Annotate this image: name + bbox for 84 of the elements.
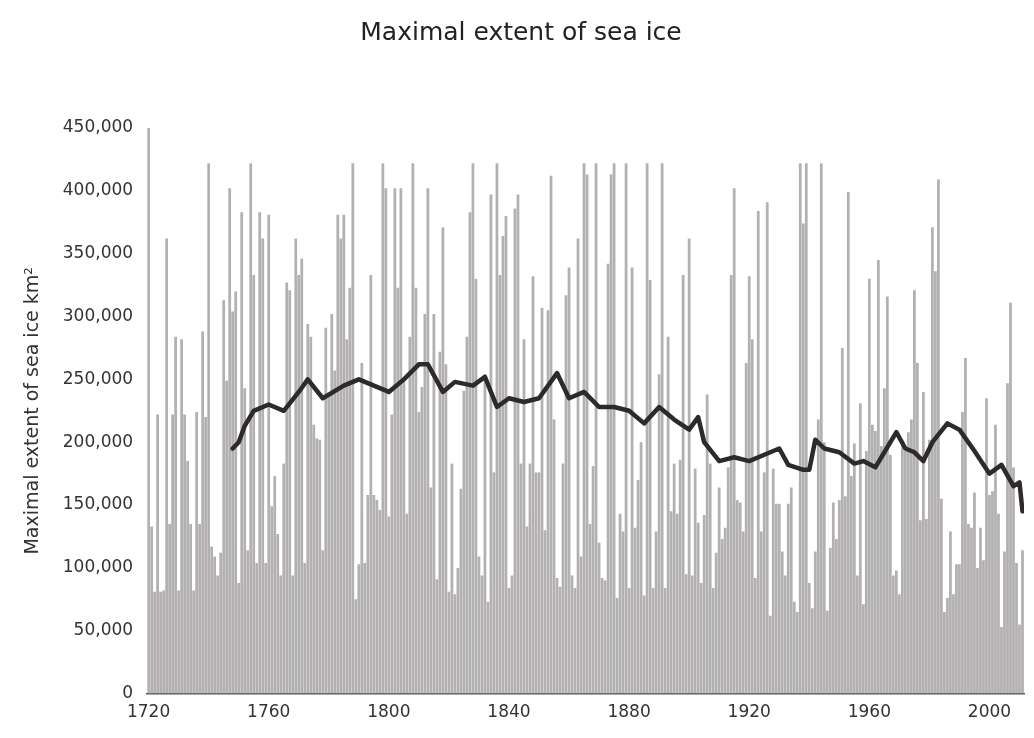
y-tick-label: 100,000 bbox=[62, 556, 134, 577]
bar bbox=[258, 212, 262, 694]
y-tick-label: 150,000 bbox=[62, 493, 134, 514]
x-tick-label: 1880 bbox=[607, 701, 651, 722]
bar bbox=[1021, 550, 1024, 694]
bar bbox=[369, 275, 373, 694]
bar bbox=[756, 210, 760, 694]
y-tick-label: 450,000 bbox=[62, 116, 134, 137]
bar bbox=[717, 487, 721, 694]
y-tick-label: 50,000 bbox=[73, 619, 134, 640]
bar bbox=[207, 163, 211, 694]
bar bbox=[687, 238, 691, 694]
bar bbox=[804, 163, 808, 694]
bar bbox=[222, 300, 226, 694]
x-tick-label: 1760 bbox=[247, 701, 291, 722]
bar bbox=[228, 188, 232, 694]
x-tick-label: 1720 bbox=[126, 701, 171, 722]
bar bbox=[273, 476, 277, 694]
bar bbox=[1009, 302, 1012, 694]
bar bbox=[180, 339, 184, 694]
bar bbox=[876, 259, 880, 694]
bar bbox=[294, 238, 298, 694]
bar bbox=[300, 258, 304, 694]
bar bbox=[249, 163, 253, 694]
bar bbox=[913, 290, 916, 694]
x-tick-label: 1920 bbox=[727, 701, 771, 722]
bar bbox=[411, 163, 415, 694]
bar bbox=[336, 214, 340, 694]
bar bbox=[994, 424, 997, 694]
bar bbox=[937, 179, 940, 694]
x-tick-label: 2000 bbox=[967, 701, 1012, 722]
y-tick-label: 300,000 bbox=[62, 304, 134, 325]
bar bbox=[931, 227, 934, 694]
bar bbox=[360, 363, 364, 694]
bar bbox=[771, 468, 775, 694]
bar bbox=[789, 487, 793, 694]
y-tick-label: 350,000 bbox=[62, 242, 134, 263]
bar bbox=[949, 531, 952, 694]
bar bbox=[819, 163, 823, 694]
bar bbox=[174, 336, 178, 694]
bar bbox=[973, 492, 976, 694]
y-tick-label: 0 bbox=[122, 682, 134, 703]
bar bbox=[267, 214, 271, 694]
chart-title: Maximal extent of sea ice bbox=[360, 16, 682, 46]
x-tick-label: 1960 bbox=[847, 701, 891, 722]
bar bbox=[705, 394, 709, 694]
bar bbox=[765, 202, 769, 694]
bar bbox=[964, 358, 967, 694]
bar bbox=[846, 192, 850, 694]
bar bbox=[381, 163, 385, 694]
bar bbox=[840, 347, 844, 694]
bar bbox=[985, 398, 988, 694]
bar bbox=[240, 212, 244, 694]
bar bbox=[234, 291, 238, 694]
x-tick-label: 1800 bbox=[367, 701, 411, 722]
y-axis-title: Maximal extent of sea ice km² bbox=[20, 267, 43, 555]
bar bbox=[681, 275, 685, 694]
bar bbox=[666, 336, 670, 694]
bar bbox=[156, 414, 159, 694]
bar bbox=[885, 296, 889, 694]
bar bbox=[306, 324, 310, 694]
bar bbox=[393, 188, 397, 694]
x-tick-label: 1840 bbox=[487, 701, 531, 722]
y-tick-label: 250,000 bbox=[62, 367, 134, 388]
bar bbox=[195, 412, 199, 694]
bar bbox=[867, 278, 871, 694]
bar bbox=[342, 214, 346, 694]
bar bbox=[285, 282, 289, 694]
bar bbox=[351, 163, 355, 694]
bar bbox=[693, 468, 697, 694]
bar bbox=[318, 439, 322, 694]
y-tick-label: 200,000 bbox=[62, 430, 134, 451]
bar bbox=[858, 403, 862, 694]
bar bbox=[201, 331, 205, 694]
bar bbox=[165, 238, 168, 694]
bar bbox=[660, 163, 664, 694]
bar bbox=[922, 391, 925, 694]
bar bbox=[399, 188, 403, 694]
bar bbox=[732, 188, 736, 694]
bar bbox=[852, 443, 856, 694]
bar bbox=[324, 327, 328, 694]
y-tick-label: 400,000 bbox=[62, 179, 134, 200]
bar bbox=[900, 443, 904, 694]
bar bbox=[798, 163, 802, 694]
